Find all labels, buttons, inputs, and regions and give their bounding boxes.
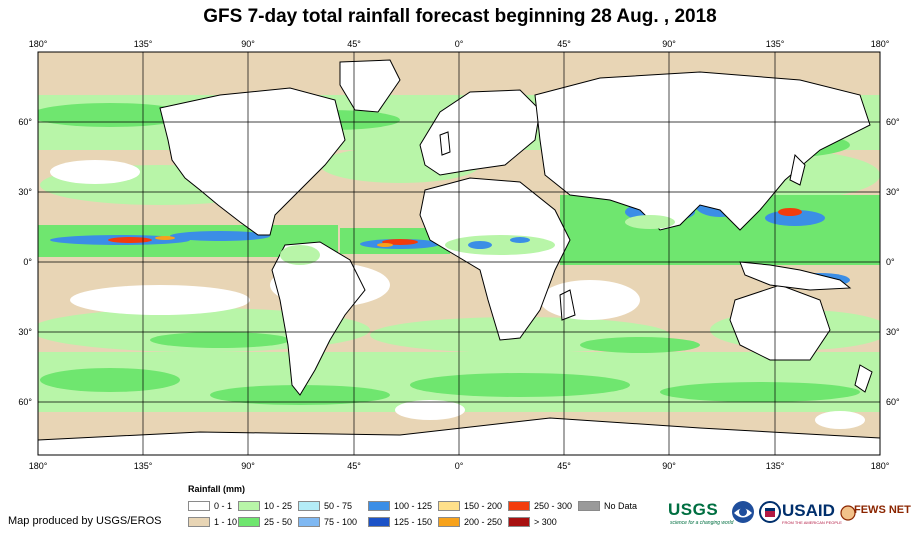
lat-tick-left: 60° (18, 117, 32, 127)
legend-swatch (438, 517, 460, 527)
legend-label: 50 - 75 (324, 501, 353, 511)
lon-tick-top: 90° (241, 39, 255, 49)
fews-net-logo: FEWS NET (854, 504, 911, 516)
africa (419, 177, 571, 341)
legend-title: Rainfall (mm) (188, 484, 246, 494)
lon-tick-top: 180° (871, 39, 890, 49)
asia (534, 71, 871, 231)
indonesia (739, 261, 852, 291)
legend-label: 75 - 100 (324, 517, 358, 527)
lat-tick-right: 30° (886, 327, 900, 337)
legend-swatch (578, 501, 600, 511)
usgs-tagline: science for a changing world (670, 520, 734, 526)
legend-swatch (238, 501, 260, 511)
legend-swatch (368, 501, 390, 511)
usgs-logo: USGS (668, 500, 719, 519)
itcz-extreme (108, 208, 802, 245)
lon-tick-top: 135° (766, 39, 785, 49)
legend-label: 100 - 125 (394, 501, 433, 511)
noaa-logo-icon (732, 501, 754, 523)
lon-tick-bottom: 90° (241, 461, 255, 471)
legend-item: 0 - 1 (188, 500, 232, 512)
north-america (159, 87, 346, 236)
partner-logos: USGS science for a changing world USAID … (668, 498, 918, 532)
lat-tick-right: 0° (886, 257, 895, 267)
lon-tick-top: 135° (134, 39, 153, 49)
lon-tick-bottom: 135° (766, 461, 785, 471)
lat-tick-right: 30° (886, 187, 900, 197)
lat-tick-right: 60° (886, 117, 900, 127)
usaid-tagline: FROM THE AMERICAN PEOPLE (782, 520, 842, 525)
southern-storm-track-heavy (40, 332, 860, 405)
legend-label: 10 - 25 (264, 501, 293, 511)
uk (439, 131, 451, 156)
legend-item: > 300 (508, 516, 557, 528)
legend-label: 0 - 1 (214, 501, 233, 511)
legend-label: No Data (604, 501, 638, 511)
legend-item: No Data (578, 500, 637, 512)
legend-item: 200 - 250 (438, 516, 502, 528)
legend-item: 125 - 150 (368, 516, 432, 528)
lon-tick-top: 90° (662, 39, 676, 49)
lon-tick-bottom: 180° (871, 461, 890, 471)
legend-label: 150 - 200 (464, 501, 503, 511)
legend-item: 250 - 300 (508, 500, 572, 512)
legend-label: 25 - 50 (264, 517, 293, 527)
lon-tick-top: 45° (557, 39, 571, 49)
legend-swatch (298, 501, 320, 511)
legend-swatch (438, 501, 460, 511)
legend-swatch (508, 517, 530, 527)
legend-item: 1 - 10 (188, 516, 237, 528)
lon-tick-bottom: 0° (455, 461, 464, 471)
legend-swatch (368, 517, 390, 527)
lat-tick-left: 30° (18, 187, 32, 197)
itcz-moderate (155, 236, 393, 247)
map-credit: Map produced by USGS/EROS (8, 515, 162, 527)
legend-swatch (188, 517, 210, 527)
lat-tick-left: 30° (18, 327, 32, 337)
land-rain-heavy (468, 237, 530, 249)
legend-item: 75 - 100 (298, 516, 357, 528)
legend-label: 125 - 150 (394, 517, 433, 527)
australia (729, 284, 831, 361)
legend-label: 200 - 250 (464, 517, 503, 527)
legend-item: 150 - 200 (438, 500, 502, 512)
rainfall-legend: Rainfall (mm) 0 - 1 1 - 10 10 - 25 25 - 50 5… (180, 484, 660, 534)
map-frame (37, 51, 881, 456)
legend-label: > 300 (534, 517, 557, 527)
legend-swatch (508, 501, 530, 511)
legend-item: 10 - 25 (238, 500, 292, 512)
lon-tick-bottom: 135° (134, 461, 153, 471)
europe (419, 89, 541, 176)
lat-tick-left: 60° (18, 397, 32, 407)
legend-swatch (188, 501, 210, 511)
legend-swatch (298, 517, 320, 527)
lon-tick-top: 0° (455, 39, 464, 49)
lon-tick-bottom: 180° (29, 461, 48, 471)
legend-item: 25 - 50 (238, 516, 292, 528)
legend-label: 1 - 10 (214, 517, 238, 527)
south-america (271, 241, 366, 396)
fews-net-icon (840, 505, 856, 521)
greenland (339, 59, 401, 113)
japan (789, 153, 806, 186)
lon-tick-bottom: 90° (662, 461, 676, 471)
lon-tick-bottom: 45° (557, 461, 571, 471)
usaid-seal-icon (759, 501, 781, 523)
legend-item: 50 - 75 (298, 500, 352, 512)
legend-label: 250 - 300 (534, 501, 573, 511)
lon-tick-top: 180° (29, 39, 48, 49)
legend-item: 100 - 125 (368, 500, 432, 512)
map-title: GFS 7-day total rainfall forecast beginn… (203, 6, 717, 27)
lat-tick-right: 60° (886, 397, 900, 407)
usaid-logo: USAID (782, 501, 835, 520)
lat-tick-left: 0° (23, 257, 32, 267)
legend-swatch (238, 517, 260, 527)
lon-tick-bottom: 45° (347, 461, 361, 471)
new-zealand (854, 364, 873, 393)
lon-tick-top: 45° (347, 39, 361, 49)
